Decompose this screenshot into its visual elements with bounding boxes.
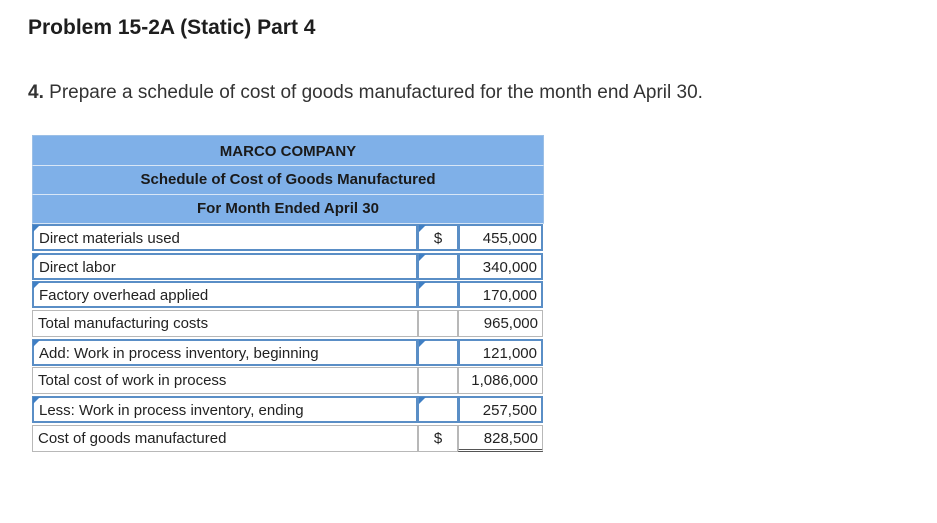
amount-input[interactable]: 121,000 <box>458 338 543 366</box>
dropdown-marker-icon <box>33 225 40 232</box>
company-name: MARCO COMPANY <box>219 143 357 160</box>
currency-symbol[interactable]: $ <box>418 224 458 251</box>
currency-cell[interactable] <box>418 252 458 280</box>
schedule-heading-header: Schedule of Cost of Goods Manufactured <box>32 166 544 195</box>
currency-cell[interactable] <box>418 281 458 309</box>
amount-input[interactable]: 340,000 <box>458 252 543 280</box>
dropdown-marker-icon <box>33 339 40 347</box>
company-name-header: MARCO COMPANY <box>32 135 544 166</box>
dropdown-marker-icon <box>419 225 426 232</box>
row-label: Cost of goods manufactured <box>32 424 418 452</box>
question-text: Prepare a schedule of cost of goods manu… <box>49 82 703 103</box>
amount-total: 828,500 <box>458 424 543 452</box>
table-row-total-cost-wip: Total cost of work in process 1,086,000 <box>32 367 544 396</box>
currency-cell[interactable] <box>418 396 458 424</box>
amount-value: 1,086,000 <box>458 367 543 395</box>
table-row-direct-materials: Direct materials used $ 455,000 <box>32 224 544 253</box>
amount-input[interactable]: 257,500 <box>458 396 543 424</box>
table-row-factory-overhead: Factory overhead applied 170,000 <box>32 281 544 310</box>
amount-value: 965,000 <box>458 310 543 338</box>
dropdown-marker-icon <box>419 339 426 347</box>
currency-cell[interactable] <box>418 338 458 366</box>
problem-title: Problem 15-2A (Static) Part 4 <box>28 16 316 39</box>
row-label: Total cost of work in process <box>32 367 418 395</box>
dropdown-marker-icon <box>33 282 40 290</box>
table-row-wip-beginning: Add: Work in process inventory, beginnin… <box>32 338 544 368</box>
table-row-total-manufacturing-costs: Total manufacturing costs 965,000 <box>32 310 544 339</box>
currency-symbol: $ <box>418 424 458 452</box>
amount-input[interactable]: 455,000 <box>458 224 543 251</box>
row-label-input[interactable]: Direct materials used <box>32 224 418 251</box>
schedule-heading: Schedule of Cost of Goods Manufactured <box>140 171 436 188</box>
currency-cell <box>418 367 458 395</box>
row-label-input[interactable]: Less: Work in process inventory, ending <box>32 396 418 424</box>
dropdown-marker-icon <box>33 253 40 261</box>
row-label: Total manufacturing costs <box>32 310 418 338</box>
table-row-cost-of-goods-manufactured: Cost of goods manufactured $ 828,500 <box>32 424 544 454</box>
schedule-period: For Month Ended April 30 <box>197 200 379 217</box>
period-header: For Month Ended April 30 <box>32 195 544 224</box>
question-prompt: 4. Prepare a schedule of cost of goods m… <box>28 82 703 104</box>
dropdown-marker-icon <box>419 282 426 290</box>
row-label-input[interactable]: Direct labor <box>32 252 418 280</box>
amount-input[interactable]: 170,000 <box>458 281 543 309</box>
row-label-input[interactable]: Factory overhead applied <box>32 281 418 309</box>
dropdown-marker-icon <box>419 397 426 405</box>
dropdown-marker-icon <box>419 253 426 261</box>
row-label-input[interactable]: Add: Work in process inventory, beginnin… <box>32 338 418 366</box>
cogm-schedule-table: MARCO COMPANY Schedule of Cost of Goods … <box>32 135 544 454</box>
currency-cell <box>418 310 458 338</box>
dropdown-marker-icon <box>33 397 40 405</box>
table-row-wip-ending: Less: Work in process inventory, ending … <box>32 396 544 425</box>
table-row-direct-labor: Direct labor 340,000 <box>32 252 544 282</box>
question-number: 4. <box>28 82 44 103</box>
